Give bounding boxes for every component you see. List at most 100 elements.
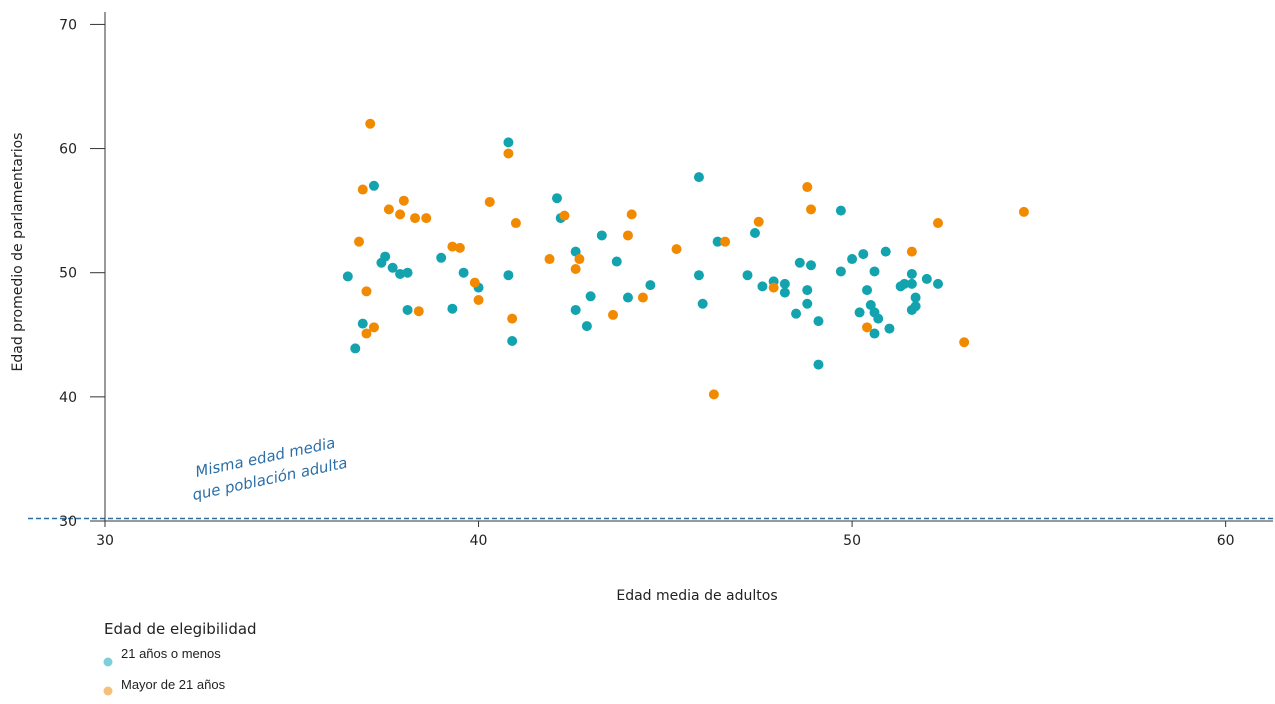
data-point-21-or-less[interactable] bbox=[813, 359, 824, 370]
data-point-over-21[interactable] bbox=[368, 322, 379, 333]
data-point-21-or-less[interactable] bbox=[910, 301, 921, 312]
data-point-21-or-less[interactable] bbox=[742, 270, 753, 281]
data-point-over-21[interactable] bbox=[503, 148, 514, 159]
data-point-21-or-less[interactable] bbox=[779, 278, 790, 289]
data-point-21-or-less[interactable] bbox=[865, 299, 876, 310]
data-point-over-21[interactable] bbox=[574, 254, 585, 265]
data-point-over-21[interactable] bbox=[361, 286, 372, 297]
data-point-over-21[interactable] bbox=[608, 309, 619, 320]
data-point-21-or-less[interactable] bbox=[458, 267, 469, 278]
data-point-21-or-less[interactable] bbox=[402, 267, 413, 278]
data-point-21-or-less[interactable] bbox=[862, 285, 873, 296]
data-point-21-or-less[interactable] bbox=[712, 236, 723, 247]
data-point-over-21[interactable] bbox=[862, 322, 873, 333]
data-point-over-21[interactable] bbox=[361, 328, 372, 339]
data-point-21-or-less[interactable] bbox=[869, 266, 880, 277]
data-point-21-or-less[interactable] bbox=[869, 328, 880, 339]
data-point-over-21[interactable] bbox=[671, 244, 682, 255]
data-point-21-or-less[interactable] bbox=[835, 266, 846, 277]
data-point-over-21[interactable] bbox=[454, 242, 465, 253]
data-point-21-or-less[interactable] bbox=[402, 304, 413, 315]
data-point-21-or-less[interactable] bbox=[794, 257, 805, 268]
data-point-21-or-less[interactable] bbox=[910, 292, 921, 303]
data-point-21-or-less[interactable] bbox=[835, 205, 846, 216]
data-point-21-or-less[interactable] bbox=[570, 246, 581, 257]
data-point-over-21[interactable] bbox=[720, 236, 731, 247]
data-point-21-or-less[interactable] bbox=[873, 313, 884, 324]
data-point-21-or-less[interactable] bbox=[436, 252, 447, 263]
data-point-over-21[interactable] bbox=[906, 246, 917, 257]
data-point-over-21[interactable] bbox=[802, 182, 813, 193]
data-point-21-or-less[interactable] bbox=[791, 308, 802, 319]
data-point-21-or-less[interactable] bbox=[581, 321, 592, 332]
data-point-over-21[interactable] bbox=[357, 184, 368, 195]
data-point-over-21[interactable] bbox=[570, 263, 581, 274]
data-point-over-21[interactable] bbox=[959, 337, 970, 348]
data-point-21-or-less[interactable] bbox=[921, 273, 932, 284]
data-point-over-21[interactable] bbox=[1018, 206, 1029, 217]
data-point-21-or-less[interactable] bbox=[806, 260, 817, 271]
data-point-21-or-less[interactable] bbox=[503, 137, 514, 148]
data-point-21-or-less[interactable] bbox=[906, 278, 917, 289]
data-point-over-21[interactable] bbox=[421, 213, 432, 224]
data-point-21-or-less[interactable] bbox=[933, 278, 944, 289]
data-point-21-or-less[interactable] bbox=[585, 291, 596, 302]
data-point-21-or-less[interactable] bbox=[899, 278, 910, 289]
data-point-over-21[interactable] bbox=[484, 196, 495, 207]
data-point-21-or-less[interactable] bbox=[342, 271, 353, 282]
data-point-21-or-less[interactable] bbox=[802, 285, 813, 296]
data-point-21-or-less[interactable] bbox=[802, 298, 813, 309]
data-point-over-21[interactable] bbox=[507, 313, 518, 324]
data-point-over-21[interactable] bbox=[354, 236, 365, 247]
data-point-over-21[interactable] bbox=[469, 277, 480, 288]
data-point-21-or-less[interactable] bbox=[596, 230, 607, 241]
data-point-21-or-less[interactable] bbox=[380, 251, 391, 262]
data-point-21-or-less[interactable] bbox=[693, 270, 704, 281]
data-point-21-or-less[interactable] bbox=[622, 292, 633, 303]
data-point-21-or-less[interactable] bbox=[387, 262, 398, 273]
data-point-21-or-less[interactable] bbox=[551, 193, 562, 204]
data-point-over-21[interactable] bbox=[933, 218, 944, 229]
data-point-21-or-less[interactable] bbox=[357, 318, 368, 329]
data-point-21-or-less[interactable] bbox=[906, 268, 917, 279]
data-point-21-or-less[interactable] bbox=[368, 180, 379, 191]
data-point-over-21[interactable] bbox=[510, 218, 521, 229]
data-point-21-or-less[interactable] bbox=[395, 268, 406, 279]
data-point-over-21[interactable] bbox=[559, 210, 570, 221]
data-point-over-21[interactable] bbox=[383, 204, 394, 215]
data-point-over-21[interactable] bbox=[410, 213, 421, 224]
legend-item-over-21[interactable]: Mayor de 21 años bbox=[103, 677, 226, 696]
data-point-21-or-less[interactable] bbox=[697, 298, 708, 309]
data-point-over-21[interactable] bbox=[447, 241, 458, 252]
data-point-over-21[interactable] bbox=[622, 230, 633, 241]
data-point-21-or-less[interactable] bbox=[503, 270, 514, 281]
data-point-over-21[interactable] bbox=[395, 209, 406, 220]
data-point-over-21[interactable] bbox=[365, 118, 376, 129]
data-point-over-21[interactable] bbox=[544, 254, 555, 265]
legend-item-21-or-less[interactable]: 21 años o menos bbox=[103, 646, 222, 667]
data-point-over-21[interactable] bbox=[413, 306, 424, 317]
data-point-21-or-less[interactable] bbox=[350, 343, 361, 354]
data-point-21-or-less[interactable] bbox=[880, 246, 891, 257]
data-point-21-or-less[interactable] bbox=[847, 254, 858, 265]
data-point-over-21[interactable] bbox=[768, 282, 779, 293]
data-point-21-or-less[interactable] bbox=[447, 303, 458, 314]
data-point-over-21[interactable] bbox=[708, 389, 719, 400]
data-point-21-or-less[interactable] bbox=[749, 227, 760, 238]
data-point-21-or-less[interactable] bbox=[858, 249, 869, 260]
data-point-over-21[interactable] bbox=[473, 295, 484, 306]
data-point-over-21[interactable] bbox=[398, 195, 409, 206]
data-point-21-or-less[interactable] bbox=[779, 287, 790, 298]
data-point-21-or-less[interactable] bbox=[693, 172, 704, 183]
data-point-over-21[interactable] bbox=[626, 209, 637, 220]
data-point-over-21[interactable] bbox=[753, 216, 764, 227]
data-point-21-or-less[interactable] bbox=[813, 316, 824, 327]
data-point-21-or-less[interactable] bbox=[645, 280, 656, 291]
data-point-21-or-less[interactable] bbox=[757, 281, 768, 292]
data-point-21-or-less[interactable] bbox=[854, 307, 865, 318]
data-point-21-or-less[interactable] bbox=[570, 304, 581, 315]
data-point-21-or-less[interactable] bbox=[611, 256, 622, 267]
data-point-over-21[interactable] bbox=[806, 204, 817, 215]
data-point-21-or-less[interactable] bbox=[507, 335, 518, 346]
data-point-21-or-less[interactable] bbox=[884, 323, 895, 334]
